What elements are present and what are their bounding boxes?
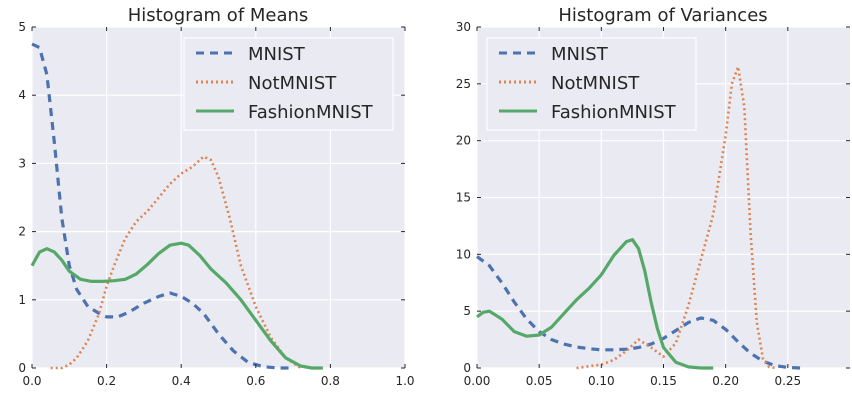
- x-tick-label: 0.8: [321, 374, 340, 388]
- chart-title: Histogram of Variances: [558, 5, 767, 26]
- x-tick-label: 0.0: [22, 374, 41, 388]
- y-tick-label: 1: [18, 293, 26, 307]
- legend-label-fashionmnist: FashionMNIST: [551, 102, 677, 123]
- legend: MNIST NotMNIST FashionMNIST: [486, 37, 697, 131]
- legend-label-notmnist: NotMNIST: [551, 73, 640, 94]
- legend-label-fashionmnist: FashionMNIST: [248, 102, 374, 123]
- tick-labels: 0.0 0.2 0.4 0.6 0.8 1.0 0 1 2 3 4 5: [18, 20, 414, 388]
- y-tick-label: 25: [456, 77, 471, 91]
- x-tick-label: 0.6: [246, 374, 265, 388]
- x-tick-label: 0.05: [526, 374, 553, 388]
- y-tick-label: 0: [463, 361, 471, 375]
- x-tick-label: 0.2: [97, 374, 116, 388]
- y-tick-label: 3: [18, 156, 26, 170]
- x-tick-label: 0.20: [712, 374, 739, 388]
- series-line-fashionmnist: [30, 241, 323, 370]
- y-tick-label: 5: [463, 304, 471, 318]
- legend-label-notmnist: NotMNIST: [248, 73, 337, 94]
- x-tick-label: 0.10: [588, 374, 615, 388]
- y-tick-label: 10: [456, 247, 471, 261]
- x-tick-label: 0.00: [464, 374, 491, 388]
- y-tick-label: 15: [456, 191, 471, 205]
- tick-labels: 0.00 0.05 0.10 0.15 0.20 0.25 0 5 10 15 20 25 30: [456, 20, 801, 388]
- legend-box: [486, 37, 697, 131]
- y-tick-label: 5: [18, 20, 26, 34]
- x-tick-label: 1.0: [395, 374, 414, 388]
- y-tick-label: 20: [456, 134, 471, 148]
- y-tick-label: 4: [18, 88, 26, 102]
- legend-label-mnist: MNIST: [551, 44, 609, 65]
- axis-ticks: [476, 26, 850, 369]
- variances-chart-panel: 0.00 0.05 0.10 0.15 0.20 0.25 0 5 10 15 20 25 30 His…: [456, 5, 850, 388]
- series-line-notmnist: [50, 155, 302, 370]
- chart-title: Histogram of Means: [128, 5, 309, 26]
- legend: MNIST NotMNIST FashionMNIST: [183, 37, 394, 131]
- legend-box: [183, 37, 394, 131]
- series-line-mnist: [476, 255, 801, 370]
- means-chart-panel: 0.0 0.2 0.4 0.6 0.8 1.0 0 1 2 3 4 5 Histogram of Me…: [18, 5, 414, 388]
- axis-ticks: [31, 26, 406, 369]
- series-line-fashionmnist: [476, 238, 714, 370]
- y-tick-label: 0: [18, 361, 26, 375]
- legend-label-mnist: MNIST: [248, 44, 306, 65]
- y-tick-label: 30: [456, 20, 471, 34]
- series-line-mnist: [31, 42, 294, 370]
- y-tick-label: 2: [18, 225, 26, 239]
- series-layer: [30, 42, 323, 370]
- series-line-notmnist: [576, 65, 776, 370]
- x-tick-label: 0.4: [172, 374, 191, 388]
- x-tick-label: 0.15: [650, 374, 677, 388]
- x-tick-label: 0.25: [774, 374, 801, 388]
- series-layer: [476, 65, 801, 370]
